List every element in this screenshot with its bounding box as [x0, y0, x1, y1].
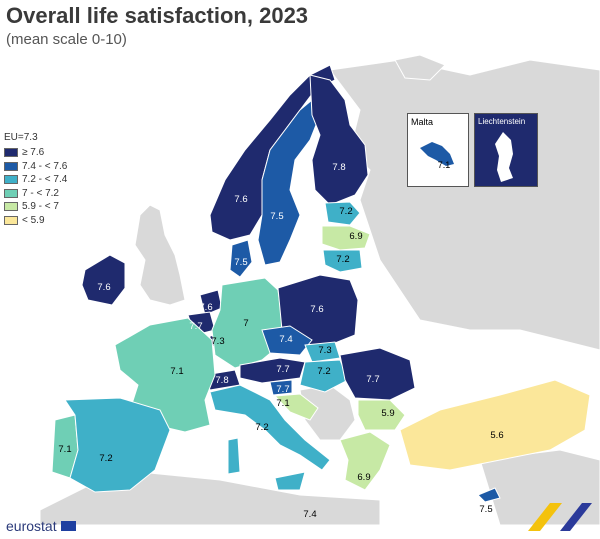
value-france: 7.1: [170, 366, 183, 377]
value-switzerland: 7.8: [215, 375, 228, 386]
sardinia-region: [227, 437, 241, 475]
legend-item: 5.9 - < 7: [4, 200, 67, 214]
russia-east-land: [329, 59, 600, 351]
legend-items: ≥ 7.6 7.4 - < 7.6 7.2 - < 7.4 7 - < 7.2 5.9 …: [4, 146, 67, 227]
slovenia-region: [269, 379, 293, 396]
legend-item: < 5.9: [4, 214, 67, 228]
legend-item: ≥ 7.6: [4, 146, 67, 160]
value-croatia: 7.1: [276, 398, 289, 409]
value-luxembourg: 7.3: [211, 336, 224, 347]
legend-label: < 5.9: [22, 214, 45, 226]
eu-flag-icon: [60, 521, 76, 531]
legend-label: 7 - < 7.2: [22, 187, 59, 199]
middle-east-land: [479, 449, 600, 525]
germany-region: [211, 277, 283, 369]
malta-value: 7.1: [438, 160, 451, 170]
value-romania: 7.7: [366, 374, 379, 385]
legend-item: 7 - < 7.2: [4, 187, 67, 201]
turkey-region: [399, 379, 591, 471]
value-slovenia: 7.7: [276, 384, 289, 395]
value-ireland: 7.6: [97, 282, 110, 293]
inset-liechtenstein-label: Liechtenstein: [478, 117, 526, 126]
ireland-region: [81, 254, 126, 306]
value-slovakia: 7.3: [318, 345, 331, 356]
value-norway: 7.6: [234, 194, 247, 205]
inset-liechtenstein: Liechtenstein: [474, 113, 538, 187]
value-sweden: 7.5: [270, 211, 283, 222]
spain-region: [64, 397, 171, 493]
lithuania-region: [322, 249, 363, 273]
value-denmark: 7.5: [234, 257, 247, 268]
bulgaria-region: [357, 399, 406, 431]
cyprus-region: [477, 487, 501, 503]
map-title: Overall life satisfaction, 2023: [6, 3, 309, 28]
inset-malta-label: Malta: [411, 117, 434, 127]
romania-region: [339, 347, 416, 401]
value-czechia: 7.4: [279, 334, 292, 345]
legend-swatch: [4, 148, 18, 158]
value-malta: 7.4: [303, 509, 316, 520]
uk-land: [134, 204, 186, 306]
value-italy: 7.2: [255, 422, 268, 433]
liechtenstein-shape: [495, 132, 513, 182]
value-turkey: 5.6: [490, 430, 503, 441]
legend-label: 7.2 - < 7.4: [22, 174, 68, 186]
iceland-land: [394, 55, 446, 81]
legend-swatch: [4, 188, 18, 198]
value-latvia: 6.9: [349, 231, 362, 242]
norway-region: [209, 64, 336, 241]
estonia-region: [324, 201, 361, 226]
legend-label: 5.9 - < 7: [22, 201, 59, 213]
legend-label: 7.4 - < 7.6: [22, 160, 68, 172]
value-germany: 7: [243, 318, 248, 329]
value-portugal: 7.1: [58, 444, 71, 455]
latvia-region: [321, 225, 371, 251]
eurostat-corner-marks: [528, 503, 592, 531]
country-values: 7.6 7.5 7.8 7.2 6.9 7.2 7.5 7.6 7.6 7.7 …: [58, 162, 503, 520]
malta-shape: 7.1: [420, 142, 454, 170]
value-finland: 7.8: [332, 162, 345, 173]
value-estonia: 7.2: [339, 206, 352, 217]
croatia-region: [273, 393, 319, 421]
value-lithuania: 7.2: [336, 254, 349, 265]
austria-region: [239, 357, 306, 384]
legend-eu-average: EU=7.3: [4, 132, 38, 143]
eurostat-brand: eurostat: [6, 518, 57, 534]
value-poland: 7.6: [310, 304, 323, 315]
legend-swatch: [4, 202, 18, 212]
inset-malta: Malta 7.1: [407, 113, 469, 187]
denmark-region: [229, 239, 253, 278]
value-hungary: 7.2: [317, 366, 330, 377]
legend-swatch: [4, 161, 18, 171]
legend-swatch: [4, 215, 18, 225]
value-cyprus: 7.5: [479, 504, 492, 515]
value-belgium: 7.7: [189, 321, 202, 332]
value-greece: 6.9: [357, 472, 370, 483]
sicily-region: [274, 471, 306, 491]
value-netherlands: 7.6: [199, 302, 212, 313]
eu-countries: [51, 64, 591, 503]
legend-label: ≥ 7.6: [22, 147, 45, 159]
legend-swatch: [4, 175, 18, 185]
value-bulgaria: 5.9: [381, 408, 394, 419]
sweden-region: [257, 99, 319, 266]
eurostat-logo: eurostat: [6, 518, 76, 534]
slovakia-region: [304, 341, 341, 363]
greece-region: [339, 431, 391, 491]
value-spain: 7.2: [99, 453, 112, 464]
legend-item: 7.4 - < 7.6: [4, 160, 67, 174]
italy-region: [209, 384, 331, 471]
value-austria: 7.7: [276, 364, 289, 375]
map-subtitle: (mean scale 0-10): [6, 31, 127, 48]
legend-item: 7.2 - < 7.4: [4, 173, 67, 187]
hungary-region: [299, 359, 349, 393]
legend: EU=7.3 ≥ 7.6 7.4 - < 7.6 7.2 - < 7.4 7 - < …: [4, 132, 67, 227]
finland-region: [309, 74, 369, 206]
